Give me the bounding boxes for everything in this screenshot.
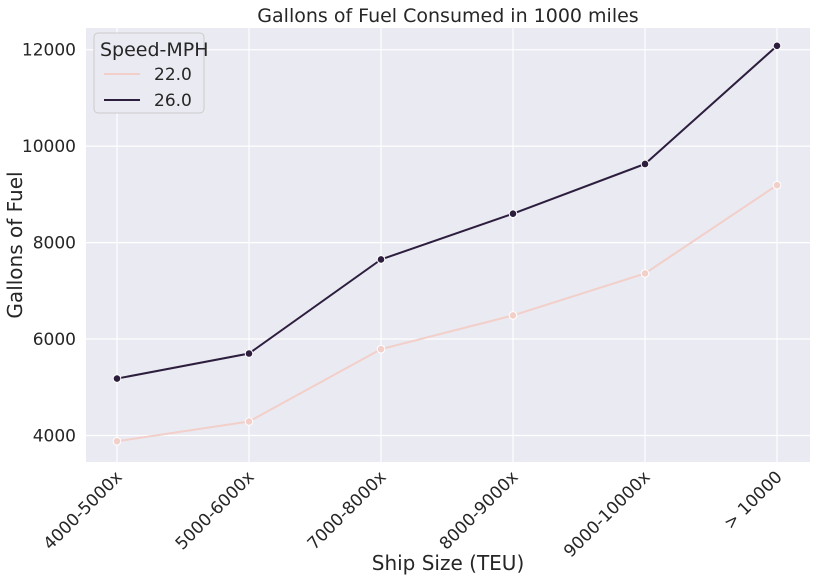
x-tick-label: 8000-9000x: [436, 467, 523, 554]
data-point: [508, 209, 518, 218]
legend-items: 22.0 26.0: [104, 65, 192, 111]
series-22.0: [112, 180, 782, 446]
y-tick-label: 8000: [33, 234, 76, 254]
series-line: [116, 45, 778, 380]
data-point: [112, 374, 122, 383]
x-tick-label: 5000-6000x: [172, 467, 259, 554]
grid-lines: [86, 28, 810, 462]
x-tick-labels: 4000-5000x 5000-6000x 7000-8000x 8000-9000x…: [40, 467, 787, 561]
data-point: [376, 344, 386, 354]
x-tick-label: 7000-8000x: [304, 467, 391, 554]
series-layer: [112, 41, 782, 446]
y-tick-label: 12000: [22, 41, 76, 61]
data-point: [244, 349, 254, 358]
data-point: [244, 417, 254, 426]
data-point: [772, 41, 782, 51]
legend: Speed-MPH 22.0 26.0: [93, 32, 209, 114]
legend-title: Speed-MPH: [100, 39, 209, 61]
series-26.0: [112, 41, 782, 383]
data-point: [772, 180, 782, 190]
y-tick-labels: 4000 6000 8000 10000 12000: [22, 41, 76, 447]
data-point: [376, 255, 386, 264]
legend-label: 22.0: [154, 65, 192, 85]
legend-box: [93, 32, 205, 114]
chart-title: Gallons of Fuel Consumed in 1000 miles: [257, 5, 638, 27]
data-point: [112, 436, 122, 446]
series-line: [116, 184, 778, 443]
x-tick-label: 9000-10000x: [560, 467, 654, 561]
y-tick-label: 6000: [33, 330, 76, 350]
data-point: [508, 311, 518, 320]
data-point: [640, 159, 650, 169]
y-tick-label: 4000: [33, 426, 76, 446]
x-tick-label: 4000-5000x: [40, 467, 127, 554]
data-point: [640, 269, 650, 278]
x-tick-label: > 10000: [720, 467, 786, 533]
y-axis-label: Gallons of Fuel: [3, 171, 27, 318]
legend-label: 26.0: [154, 91, 192, 111]
y-tick-label: 10000: [22, 137, 76, 157]
x-axis-label: Ship Size (TEU): [372, 551, 525, 575]
